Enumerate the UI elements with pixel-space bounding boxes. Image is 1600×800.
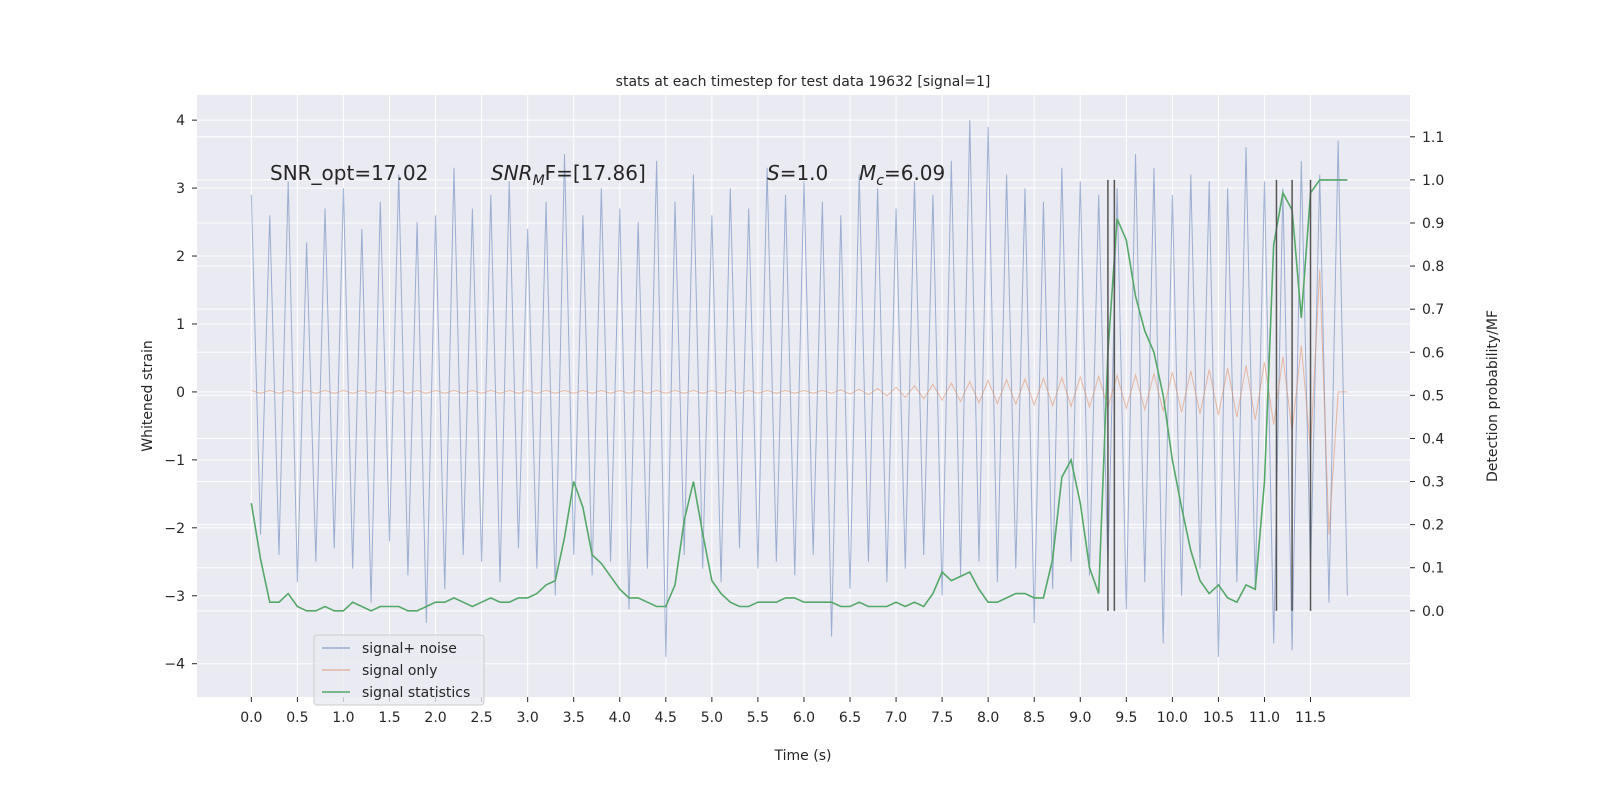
annotation-part: F=[17.86] [545,161,646,185]
y2-tick-label: 1.1 [1422,130,1444,146]
x-tick-label: 2.5 [470,710,492,726]
y-tick-label: −3 [164,589,185,605]
y2-tick-label: 0.0 [1422,604,1444,620]
x-tick-label: 5.5 [747,710,769,726]
legend-label: signal+ noise [362,641,457,657]
y-tick-label: −1 [164,453,185,469]
y2-tick-label: 0.5 [1422,388,1444,404]
y-tick-label: 2 [176,249,185,265]
annotation-part: =1.0 [780,161,829,185]
annotation-sub: c [876,173,884,189]
annotation: S=1.0 [767,161,828,185]
annotation: SNR_opt=17.02 [270,161,428,185]
y2-tick-label: 0.8 [1422,259,1444,275]
x-tick-label: 5.0 [701,710,723,726]
x-tick-label: 9.0 [1069,710,1091,726]
annotation: Mc=6.09 [859,161,945,189]
annotation-part: SNR_opt=17.02 [270,161,428,185]
y2-tick-label: 1.0 [1422,173,1444,189]
x-tick-label: 0.0 [240,710,262,726]
labels: 0.0 0.5 1.0 1.5 2.0 2.5 3.0 3.5 4.0 4.5 5.0 5.5 6.0 6… [164,113,1444,726]
y2-axis-label: Detection probability/MF [1485,310,1501,482]
series-line [250,179,1348,612]
y2-tick-label: 0.2 [1422,518,1444,534]
x-tick-label: 4.0 [609,710,631,726]
x-tick-label: 7.5 [931,710,953,726]
x-tick-label: 11.0 [1249,710,1280,726]
annotation-part: M [859,161,876,185]
legend-label: signal only [362,663,437,679]
y2-tick-label: 0.9 [1422,216,1444,232]
y2-tick-label: 0.3 [1422,475,1444,491]
x-tick-label: 9.5 [1115,710,1137,726]
annotation-part: SNR [491,161,533,185]
y2-tick-label: 0.1 [1422,561,1444,577]
x-tick-label: 1.5 [378,710,400,726]
x-tick-label: 6.5 [839,710,861,726]
annotation-sub: M [533,173,545,189]
chart-title: stats at each timestep for test data 196… [616,74,991,90]
x-tick-label: 0.5 [286,710,308,726]
y2-tick-label: 0.6 [1422,345,1444,361]
x-tick-label: 11.5 [1295,710,1326,726]
x-tick-label: 3.5 [563,710,585,726]
x-tick-label: 7.0 [885,710,907,726]
y-tick-label: 4 [176,113,185,129]
y-tick-label: −2 [164,521,185,537]
marks [250,120,1348,657]
x-tick-label: 4.5 [655,710,677,726]
x-tick-label: 8.5 [1023,710,1045,726]
y-tick-label: 1 [176,317,185,333]
x-tick-label: 6.0 [793,710,815,726]
y-tick-label: −4 [164,657,185,673]
legend-box [313,634,485,706]
y-tick-label: 3 [176,181,185,197]
x-tick-label: 8.0 [977,710,999,726]
legend: signal+ noise signal only signal statistic… [313,634,485,706]
y2-tick-label: 0.4 [1422,431,1444,447]
series-line [250,120,1348,657]
legend-label: signal statistics [362,685,470,701]
x-tick-label: 2.0 [424,710,446,726]
annotation-part: =6.09 [884,161,945,185]
annotation-part: S [767,161,780,185]
y2-tick-label: 0.7 [1422,302,1444,318]
y-axis-label: Whitened strain [140,340,156,451]
y-tick-label: 0 [176,385,185,401]
x-tick-label: 3.0 [517,710,539,726]
x-tick-label: 10.0 [1157,710,1188,726]
x-tick-label: 10.5 [1203,710,1234,726]
x-tick-label: 1.0 [332,710,354,726]
annotation: SNRMF=[17.86] [491,161,646,189]
x-axis-label: Time (s) [774,748,832,764]
